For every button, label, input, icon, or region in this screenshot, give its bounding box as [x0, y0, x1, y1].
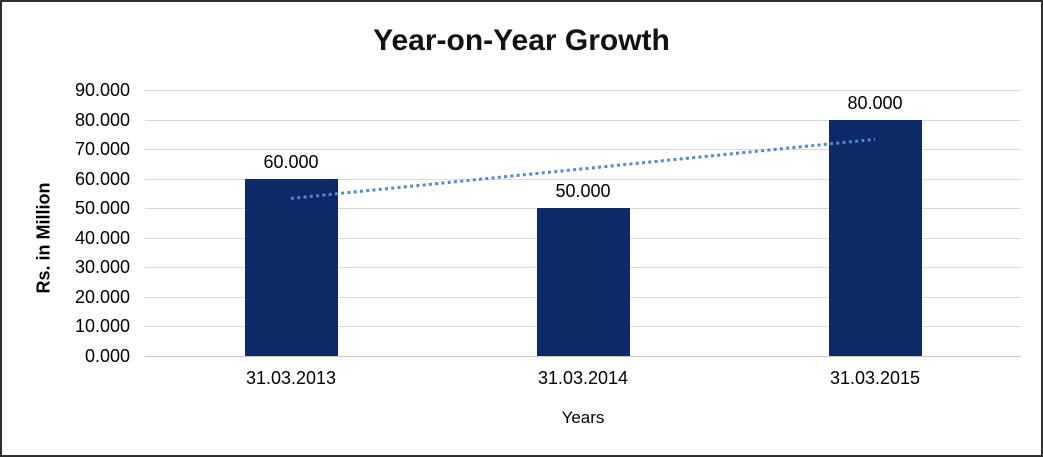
y-axis-tick-label: 50.000 [74, 198, 130, 218]
bar-data-label: 60.000 [263, 152, 319, 172]
plot-area [145, 90, 1021, 357]
y-axis-tick-label: 80.000 [74, 110, 130, 130]
bar-31-03-2013 [245, 179, 338, 356]
y-axis-tick-label: 10.000 [74, 316, 130, 336]
y-axis-tick-label: 60.000 [74, 169, 130, 189]
gridline [145, 90, 1021, 91]
y-axis-tick-label: 70.000 [74, 139, 130, 159]
y-axis-tick-label: 0.000 [84, 346, 130, 366]
x-axis-tick-label: 31.03.2013 [245, 368, 337, 388]
bar-data-label: 80.000 [847, 93, 903, 113]
y-axis-tick-label: 20.000 [74, 287, 130, 307]
bar-31-03-2015 [829, 120, 922, 356]
x-axis-tick-label: 31.03.2015 [829, 368, 921, 388]
bar-31-03-2014 [537, 208, 630, 356]
gridline [145, 356, 1021, 357]
x-axis-title: Years [561, 408, 605, 427]
y-axis-tick-label: 90.000 [74, 80, 130, 100]
bar-data-label: 50.000 [555, 181, 611, 201]
chart-title: Year-on-Year Growth [373, 24, 670, 57]
x-axis-tick-label: 31.03.2014 [537, 368, 629, 388]
y-axis-tick-label: 40.000 [74, 228, 130, 248]
gridline [145, 120, 1021, 121]
y-axis-tick-label: 30.000 [74, 257, 130, 277]
